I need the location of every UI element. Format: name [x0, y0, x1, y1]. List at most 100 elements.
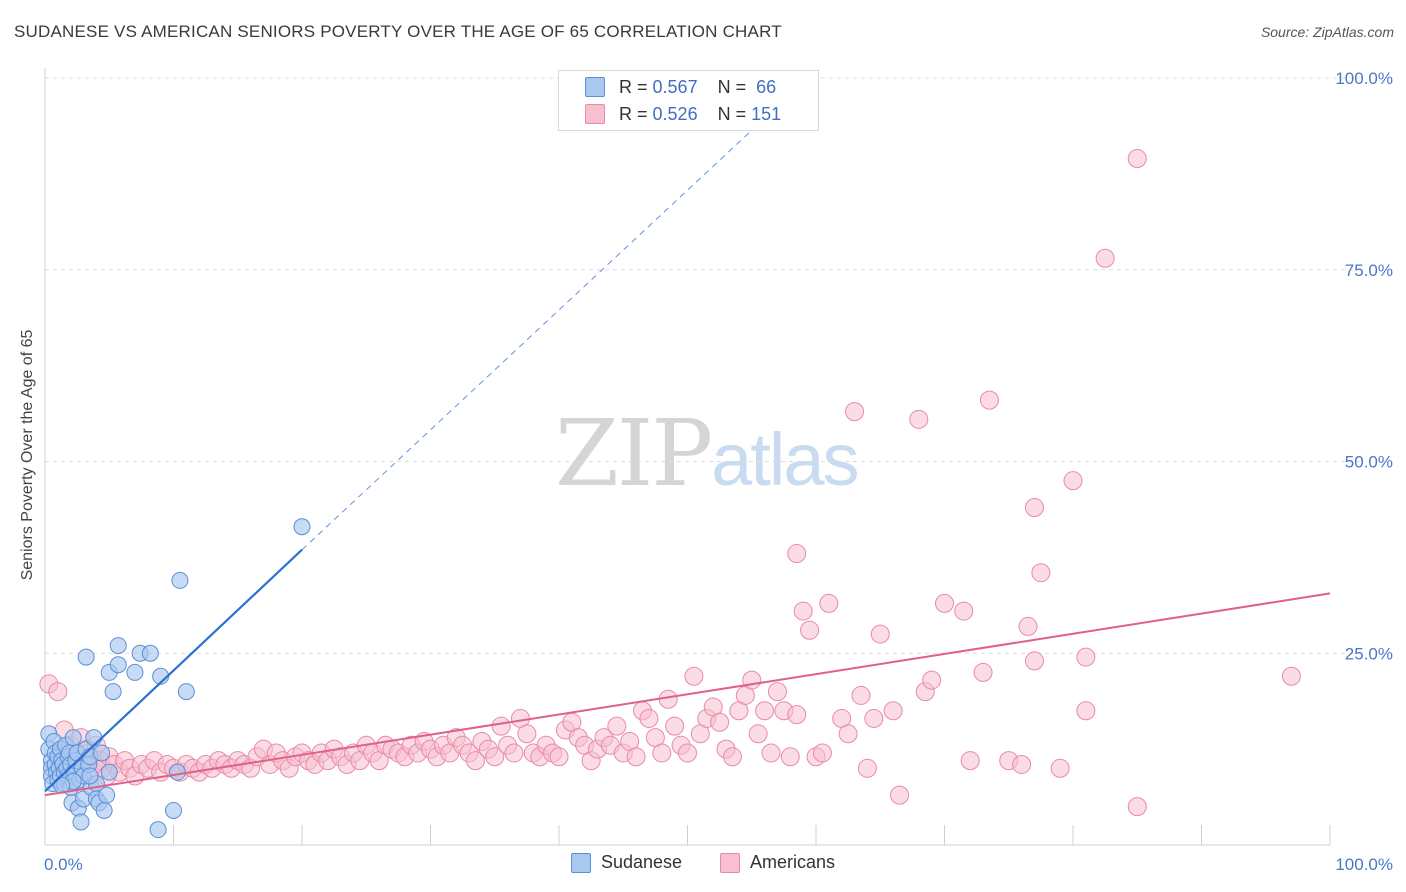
y-tick-label: 100.0%	[1335, 69, 1393, 88]
sudanese-point	[98, 786, 116, 804]
americans-point	[755, 701, 775, 721]
sudanese-point	[109, 656, 127, 674]
legend-label-americans: Americans	[750, 852, 836, 872]
americans-point	[678, 743, 697, 763]
americans-point	[1050, 758, 1070, 778]
sudanese-point	[64, 729, 82, 747]
legend-r-label: R =	[619, 76, 648, 97]
americans-point	[812, 743, 832, 763]
americans-point	[800, 620, 820, 640]
sudanese-point	[165, 801, 182, 819]
americans-point	[607, 716, 627, 736]
legend-box: R = 0.567 N = 66 R = 0.526 N = 151	[558, 70, 819, 131]
americans-point	[684, 666, 704, 686]
sudanese-point	[149, 821, 167, 839]
sudanese-point	[109, 637, 127, 655]
y-tick-label: 75.0%	[1345, 261, 1393, 280]
americans-point	[838, 724, 858, 744]
sudanese-swatch	[585, 77, 605, 97]
americans-swatch	[720, 852, 741, 873]
legend-n-value: 151	[751, 103, 782, 124]
sudanese-point	[85, 729, 103, 747]
source-label: Source: ZipAtlas.com	[1260, 24, 1394, 40]
americans-point	[1024, 498, 1044, 518]
sudanese-trendline-extension	[301, 69, 817, 551]
americans-point	[1076, 701, 1096, 721]
sudanese-trendline	[44, 548, 303, 793]
americans-point	[710, 712, 730, 732]
americans-point	[626, 747, 646, 767]
americans-point	[1281, 666, 1301, 686]
legend-label-sudanese: Sudanese	[600, 852, 683, 872]
americans-point	[883, 701, 903, 721]
americans-point	[722, 747, 742, 767]
americans-point	[742, 670, 762, 690]
americans-point	[1018, 616, 1038, 636]
sudanese-point	[81, 767, 99, 785]
americans-point	[1076, 647, 1096, 667]
sudanese-point	[104, 683, 122, 701]
sudanese-point	[93, 744, 111, 762]
americans-point	[1031, 563, 1051, 583]
sudanese-point	[171, 571, 189, 589]
americans-point	[819, 593, 839, 613]
americans-point	[909, 409, 929, 429]
trendlines	[44, 69, 1331, 797]
americans-point	[780, 747, 800, 767]
sudanese-point	[177, 683, 195, 701]
americans-point	[857, 758, 877, 778]
legend-row-americans: R = 0.526 N = 151	[585, 102, 781, 126]
americans-points	[39, 149, 1301, 817]
grid-lines	[45, 77, 1360, 654]
americans-point	[491, 716, 511, 736]
x-tick-label: 0.0%	[44, 855, 83, 874]
legend-item-sudanese: Sudanese	[570, 852, 683, 873]
y-tick-label: 50.0%	[1345, 453, 1393, 472]
americans-point	[517, 724, 537, 744]
americans-point	[922, 670, 942, 690]
americans-point	[851, 685, 871, 705]
americans-point	[504, 743, 524, 763]
legend-n-label: N =	[717, 103, 747, 124]
sudanese-points	[40, 518, 311, 839]
legend-n-label: N =	[717, 76, 747, 97]
x-tick-label: 100.0%	[1335, 855, 1393, 874]
sudanese-point	[72, 813, 90, 831]
americans-point	[761, 743, 781, 763]
americans-point	[748, 724, 768, 744]
sudanese-swatch	[570, 852, 591, 873]
americans-point	[665, 716, 685, 736]
tick-labels: 25.0% 50.0% 75.0% 100.0% 0.0% 100.0%	[44, 69, 1393, 874]
y-tick-label: 25.0%	[1345, 644, 1393, 663]
legend-item-americans: Americans	[720, 852, 835, 873]
axes	[44, 68, 1331, 846]
americans-point	[864, 708, 884, 728]
americans-point	[1012, 754, 1032, 774]
bottom-legend: Sudanese Americans	[0, 852, 1406, 873]
sudanese-point	[126, 663, 144, 681]
legend-r-value: 0.567	[652, 76, 698, 97]
chart-title: SUDANESE VS AMERICAN SENIORS POVERTY OVE…	[14, 22, 782, 41]
americans-swatch	[585, 104, 605, 124]
americans-point	[979, 390, 999, 410]
sudanese-point	[95, 801, 113, 819]
americans-trendline	[44, 592, 1331, 797]
americans-point	[639, 708, 659, 728]
americans-point	[890, 785, 910, 805]
americans-point	[1127, 149, 1147, 169]
americans-point	[870, 624, 890, 644]
americans-point	[1095, 248, 1115, 268]
legend-n-value: 66	[756, 76, 777, 97]
sudanese-point	[141, 644, 159, 662]
americans-point	[48, 682, 68, 702]
americans-point	[845, 402, 865, 422]
americans-point	[485, 747, 505, 767]
americans-point	[652, 743, 672, 763]
americans-point	[1127, 797, 1147, 817]
americans-point	[767, 682, 787, 702]
americans-point	[954, 601, 974, 621]
americans-point	[1024, 651, 1044, 671]
americans-point	[960, 751, 980, 771]
legend-r-label: R =	[619, 103, 648, 124]
